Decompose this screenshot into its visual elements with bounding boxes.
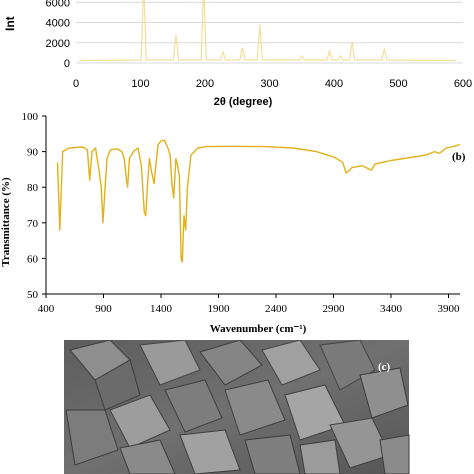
xrd-x-tick-label: 200 xyxy=(196,78,214,90)
ftir-axes: 50 60 70 80 90 100 400 900 1400 1900 2400 2900 3400 3… xyxy=(22,111,461,315)
xrd-x-tick-label: 100 xyxy=(131,78,149,90)
ftir-y-axis-label: Transmittance (%) xyxy=(0,177,12,267)
xrd-x-axis-label: 2θ (degree) xyxy=(214,96,273,108)
sem-crystals xyxy=(65,340,410,474)
xrd-y-tick-label: 6000 xyxy=(46,0,70,9)
xrd-x-tick-label: 0 xyxy=(73,78,79,90)
ftir-line xyxy=(56,139,461,263)
xrd-x-tick-label: 400 xyxy=(325,78,343,90)
sem-panel-tag: (c) xyxy=(378,361,391,373)
sem-micrograph: (c) xyxy=(64,340,410,474)
ftir-x-tick-label: 400 xyxy=(38,303,55,315)
xrd-x-tick-label: 500 xyxy=(389,78,407,90)
ftir-chart: 50 60 70 80 90 100 400 900 1400 1900 2400 2900 3400 3… xyxy=(0,111,466,335)
ftir-x-tick-label: 3400 xyxy=(380,303,403,315)
ftir-x-tick-label: 2400 xyxy=(265,303,288,315)
ftir-y-tick-label: 60 xyxy=(27,253,39,265)
xrd-y-tick-label: 2000 xyxy=(46,38,70,50)
ftir-x-tick-label: 900 xyxy=(95,303,112,315)
ftir-panel-tag: (b) xyxy=(452,151,466,163)
ftir-y-tick-label: 100 xyxy=(22,111,39,123)
xrd-line xyxy=(79,0,457,62)
ftir-y-tick-label: 70 xyxy=(27,218,39,230)
xrd-x-tick-label: 600 xyxy=(454,78,472,90)
xrd-y-tick-label: 4000 xyxy=(46,18,70,30)
xrd-series xyxy=(79,0,457,62)
ftir-y-tick-label: 90 xyxy=(27,147,39,159)
ftir-x-tick-label: 3900 xyxy=(438,303,461,315)
ftir-x-tick-label: 2900 xyxy=(323,303,346,315)
xrd-axes: 0 2000 4000 6000 0 100 200 300 400 500 600 xyxy=(46,0,473,90)
xrd-y-axis-label: Int xyxy=(3,16,17,31)
ftir-y-tick-label: 80 xyxy=(27,182,39,194)
xrd-chart: 0 2000 4000 6000 0 100 200 300 400 500 600 Int 2θ … xyxy=(0,0,474,110)
ftir-series xyxy=(56,139,461,263)
xrd-grid xyxy=(76,1,463,44)
ftir-x-tick-label: 1900 xyxy=(208,303,231,315)
xrd-y-tick-label: 0 xyxy=(64,58,70,70)
ftir-y-tick-label: 50 xyxy=(27,289,39,301)
ftir-x-tick-label: 1400 xyxy=(150,303,173,315)
xrd-x-tick-label: 300 xyxy=(260,78,278,90)
ftir-x-axis-label: Wavenumber (cm⁻¹) xyxy=(210,323,307,335)
